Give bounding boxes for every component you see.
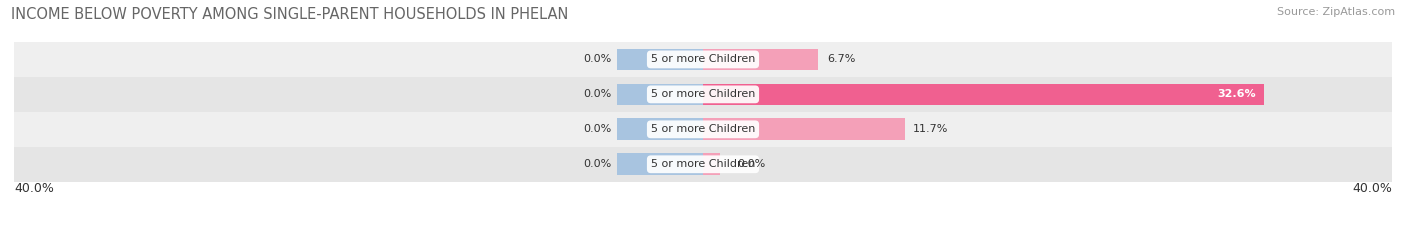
Bar xyxy=(14,112,1392,147)
Bar xyxy=(14,77,1392,112)
Bar xyxy=(703,118,904,140)
Text: 5 or more Children: 5 or more Children xyxy=(651,124,755,134)
Text: 0.0%: 0.0% xyxy=(583,124,612,134)
Bar xyxy=(14,42,1392,77)
Text: Source: ZipAtlas.com: Source: ZipAtlas.com xyxy=(1277,7,1395,17)
Text: 0.0%: 0.0% xyxy=(583,89,612,99)
Bar xyxy=(703,154,720,175)
Bar xyxy=(617,118,703,140)
Text: 6.7%: 6.7% xyxy=(827,55,855,64)
Text: 5 or more Children: 5 or more Children xyxy=(651,89,755,99)
Text: 11.7%: 11.7% xyxy=(912,124,949,134)
Text: 32.6%: 32.6% xyxy=(1218,89,1256,99)
Text: 0.0%: 0.0% xyxy=(583,55,612,64)
Text: 5 or more Children: 5 or more Children xyxy=(651,55,755,64)
Text: 5 or more Children: 5 or more Children xyxy=(651,159,755,169)
Bar xyxy=(617,84,703,105)
Text: 0.0%: 0.0% xyxy=(738,159,766,169)
Bar xyxy=(703,84,1264,105)
Text: 0.0%: 0.0% xyxy=(583,159,612,169)
Bar xyxy=(703,49,818,70)
Text: INCOME BELOW POVERTY AMONG SINGLE-PARENT HOUSEHOLDS IN PHELAN: INCOME BELOW POVERTY AMONG SINGLE-PARENT… xyxy=(11,7,568,22)
Bar xyxy=(14,147,1392,182)
Text: 40.0%: 40.0% xyxy=(1353,182,1392,195)
Text: 40.0%: 40.0% xyxy=(14,182,53,195)
Bar xyxy=(617,154,703,175)
Bar xyxy=(617,49,703,70)
